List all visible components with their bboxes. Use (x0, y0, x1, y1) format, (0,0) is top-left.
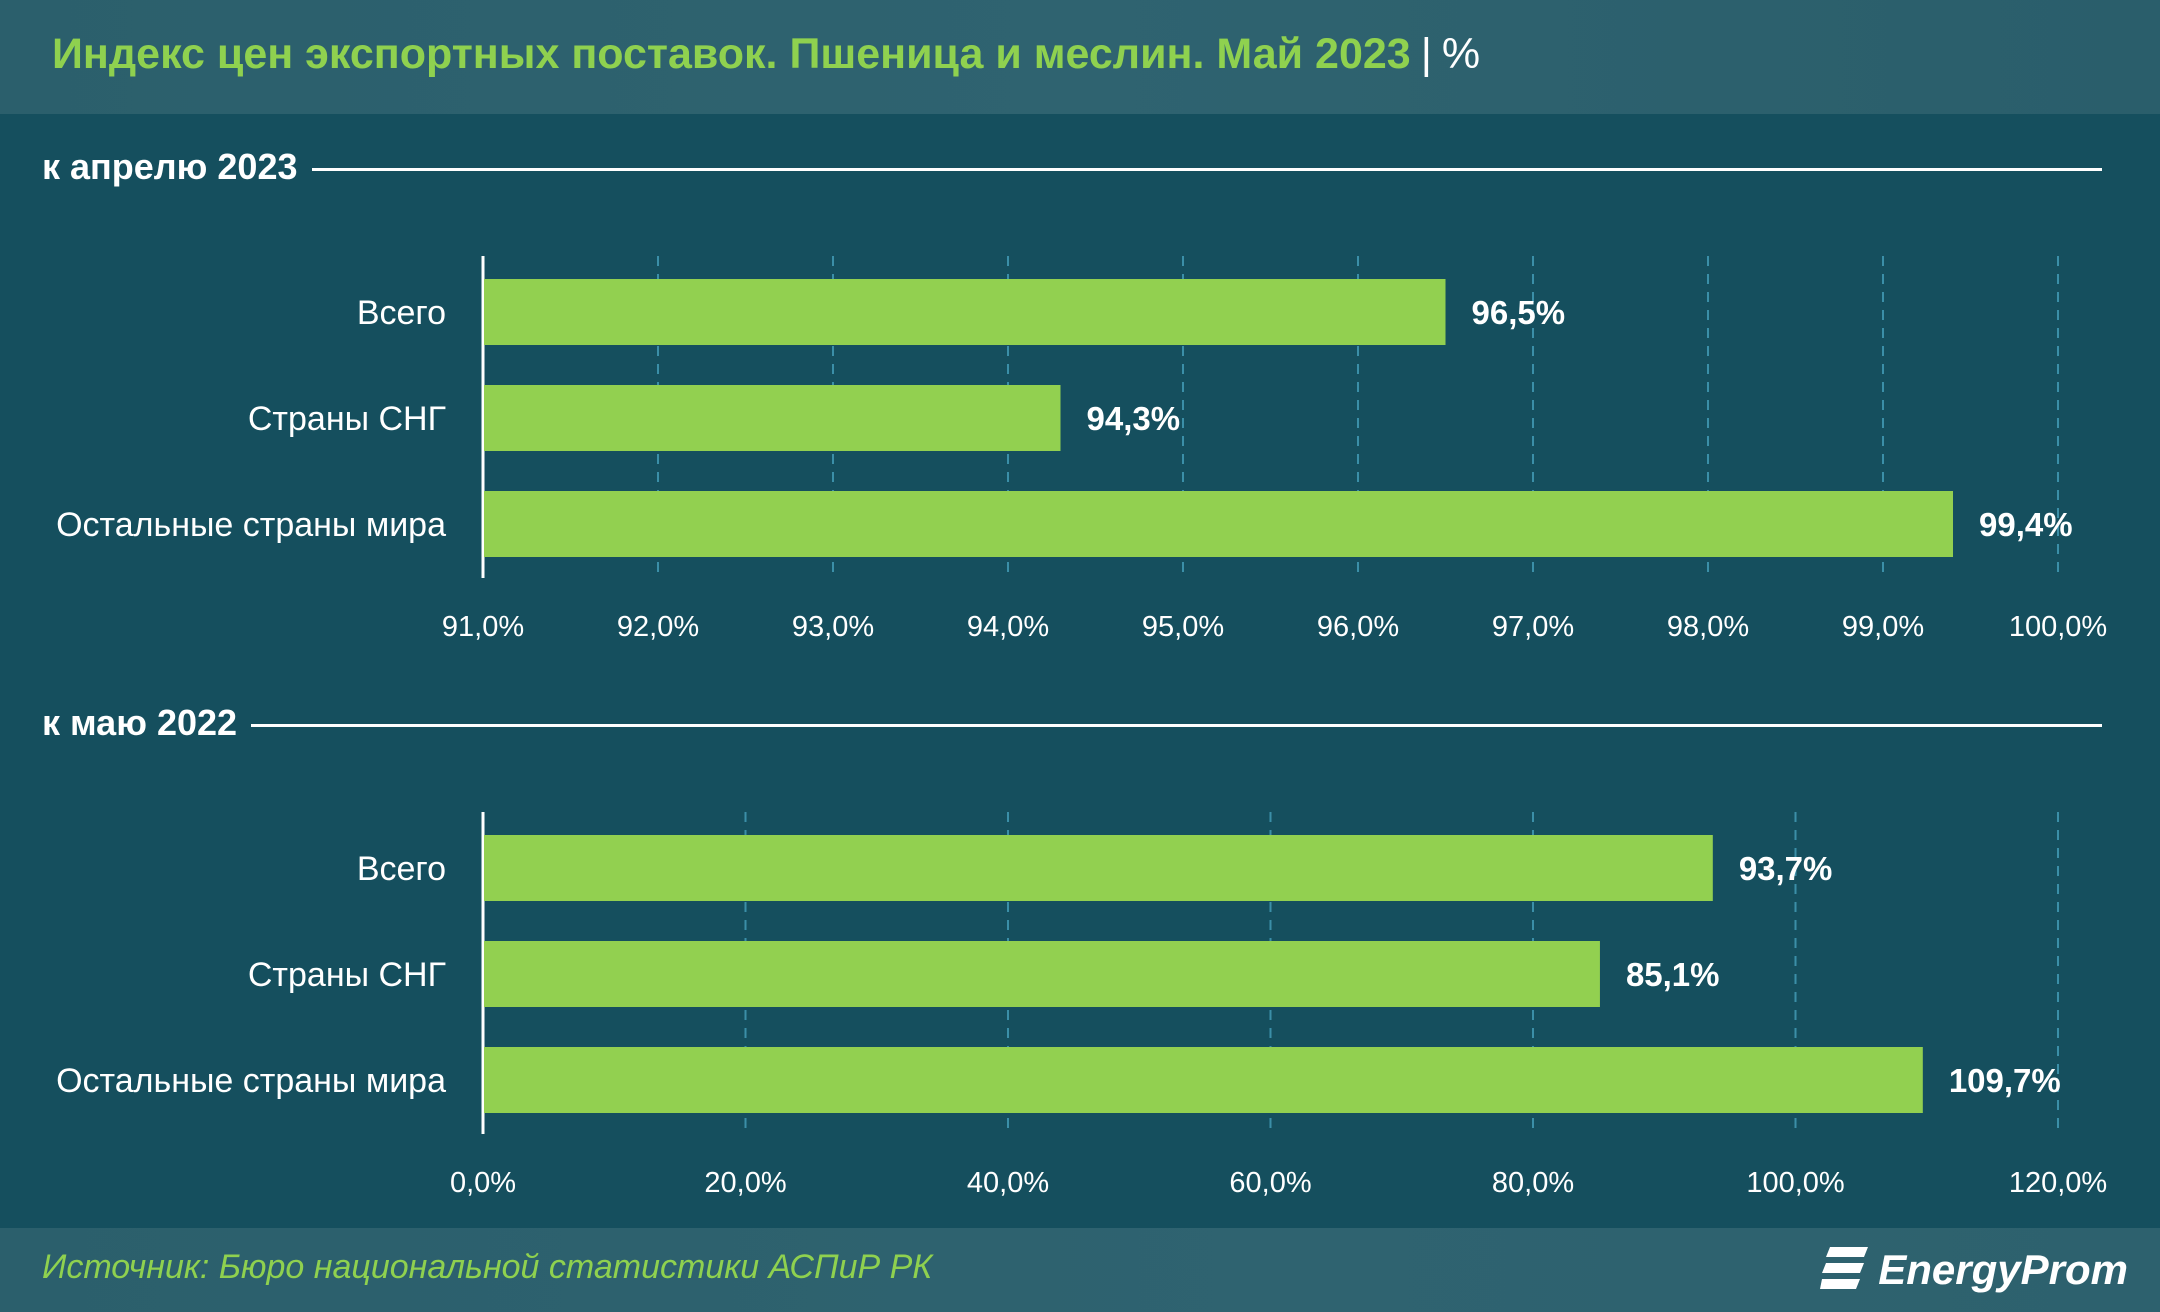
value-label: 93,7% (1739, 850, 1833, 887)
logo-text: EnergyProm (1878, 1246, 2128, 1293)
chart-title-text: Индекс цен экспортных поставок. Пшеница … (52, 30, 1411, 78)
tick-label: 98,0% (1667, 611, 1749, 643)
chart-title: Индекс цен экспортных поставок. Пшеница … (52, 30, 1480, 79)
bar (484, 279, 1446, 345)
section-rule-may (42, 724, 2102, 727)
category-label: Всего (357, 850, 446, 888)
tick-label: 0,0% (450, 1167, 516, 1199)
tick-label: 120,0% (2009, 1167, 2107, 1199)
tick-label: 80,0% (1492, 1167, 1574, 1199)
tick-label: 97,0% (1492, 611, 1574, 643)
section-label-may: к маю 2022 (42, 702, 252, 744)
header-bar: Индекс цен экспортных поставок. Пшеница … (0, 0, 2160, 114)
tick-label: 40,0% (967, 1167, 1049, 1199)
category-label: Остальные страны мира (56, 1062, 446, 1100)
category-label: Остальные страны мира (56, 506, 446, 544)
bar (484, 491, 1953, 557)
footer-bar: Источник: Бюро национальной статистики А… (0, 1228, 2160, 1312)
tick-label: 91,0% (442, 611, 524, 643)
chart-april-2023: Всего 96,5% Страны СНГ 94,3% Остальные стран… (56, 256, 2107, 643)
title-unit: % (1441, 30, 1481, 78)
chart-may-2022: Всего 93,7% Страны СНГ 85,1% Остальные стран… (56, 812, 2107, 1199)
tick-label: 94,0% (967, 611, 1049, 643)
section-label-april: к апрелю 2023 (42, 146, 312, 188)
tick-label: 95,0% (1142, 611, 1224, 643)
value-label: 109,7% (1949, 1062, 2061, 1099)
tick-label: 100,0% (2009, 611, 2107, 643)
value-label: 85,1% (1626, 956, 1720, 993)
tick-label: 96,0% (1317, 611, 1399, 643)
bar (484, 835, 1713, 901)
tick-label: 99,0% (1842, 611, 1924, 643)
bar (484, 1047, 1923, 1113)
section-rule-april (42, 168, 2102, 171)
energyprom-stripes-icon (1820, 1247, 1869, 1289)
bar (484, 941, 1600, 1007)
title-separator: | (1420, 30, 1432, 78)
tick-label: 93,0% (792, 611, 874, 643)
category-label: Страны СНГ (248, 956, 446, 994)
tick-label: 92,0% (617, 611, 699, 643)
source-note: Источник: Бюро национальной статистики А… (42, 1248, 933, 1286)
category-label: Страны СНГ (248, 400, 446, 438)
value-label: 99,4% (1979, 506, 2073, 543)
value-label: 94,3% (1087, 400, 1181, 437)
tick-label: 100,0% (1746, 1167, 1844, 1199)
logo: EnergyProm (1820, 1238, 2128, 1302)
category-label: Всего (357, 294, 446, 332)
tick-label: 20,0% (704, 1167, 786, 1199)
value-label: 96,5% (1472, 294, 1566, 331)
tick-label: 60,0% (1229, 1167, 1311, 1199)
bar (484, 385, 1061, 451)
